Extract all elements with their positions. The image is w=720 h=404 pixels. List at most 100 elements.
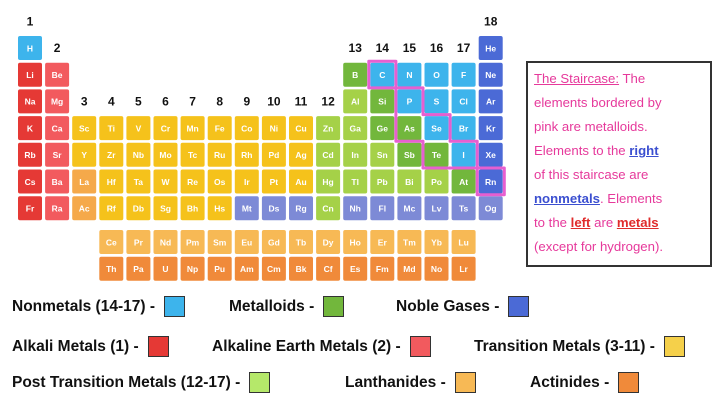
element-symbol: Cn	[322, 203, 333, 213]
element-symbol: Ts	[459, 203, 469, 213]
element-symbol: Pm	[186, 237, 200, 247]
legend-item: Post Transition Metals (12-17) -	[12, 372, 271, 393]
element-cell	[370, 116, 395, 141]
element-cell	[99, 116, 124, 141]
element-cell	[478, 169, 503, 194]
element-symbol: Mt	[242, 203, 252, 213]
element-cell	[45, 169, 70, 194]
element-cell	[424, 116, 449, 141]
element-symbol: Pt	[270, 177, 279, 187]
periodic-table: H He Li Be B C N O F Ne Na Mg Al Si P S Cl Ar K Ca Sc Ti V Cr Mn…	[18, 14, 506, 281]
element-symbol: I	[462, 150, 464, 160]
element-cell	[289, 116, 313, 141]
element-cell	[126, 230, 151, 254]
element-cell	[370, 89, 395, 114]
element-symbol: Hs	[214, 203, 225, 213]
legend-label: Lanthanides -	[345, 373, 446, 391]
element-cell	[343, 256, 368, 281]
note-text: pink are metalloids.	[534, 119, 648, 134]
legend-swatch	[249, 372, 271, 393]
note-line: pink are metalloids.	[534, 119, 648, 135]
group-number: 6	[162, 95, 169, 109]
element-cell	[180, 169, 205, 194]
element-symbol: Si	[378, 97, 386, 107]
element-cell	[289, 256, 313, 281]
element-cell	[451, 230, 476, 254]
element-cell	[72, 142, 97, 167]
element-cell	[316, 142, 341, 167]
element-symbol: Sc	[79, 123, 90, 133]
element-symbol: Nb	[133, 150, 144, 160]
element-symbol: Y	[81, 150, 87, 160]
element-symbol: S	[434, 97, 440, 107]
element-symbol: Nd	[160, 237, 171, 247]
staircase-border	[367, 59, 506, 197]
element-cell	[289, 169, 313, 194]
element-cell	[451, 142, 476, 167]
legend-label: Transition Metals (3-11) -	[474, 337, 655, 355]
element-cell	[153, 196, 178, 221]
element-cell	[234, 196, 259, 221]
element-symbol: Rf	[107, 203, 116, 213]
element-symbol: Hf	[107, 177, 116, 187]
element-symbol: Au	[295, 177, 306, 187]
element-symbol: N	[406, 70, 412, 80]
element-symbol: Po	[431, 177, 442, 187]
element-symbol: Ho	[350, 237, 361, 247]
element-symbol: Mg	[51, 97, 63, 107]
element-cell	[45, 116, 70, 141]
element-symbol: C	[379, 70, 385, 80]
element-cell	[316, 196, 341, 221]
element-cell	[99, 196, 124, 221]
element-symbol: B	[352, 70, 358, 80]
group-number: 8	[216, 95, 223, 109]
element-symbol: Md	[403, 264, 415, 274]
element-cell	[289, 142, 313, 167]
element-symbol: Os	[214, 177, 226, 187]
element-symbol: Pu	[214, 264, 225, 274]
element-symbol: Bk	[296, 264, 307, 274]
element-cell	[207, 230, 232, 254]
element-cell	[370, 230, 395, 254]
note-box: The Staircase: The elements bordered by …	[526, 61, 712, 267]
legend-swatch	[508, 296, 530, 317]
element-cell	[126, 116, 151, 141]
note-line: of this staircase are	[534, 167, 648, 183]
element-cell	[45, 142, 70, 167]
element-symbol: H	[27, 43, 33, 53]
legend-label: Alkali Metals (1) -	[12, 337, 139, 355]
element-cell	[72, 116, 97, 141]
element-symbol: Es	[350, 264, 361, 274]
element-symbol: Fr	[26, 203, 35, 213]
legend-label: Actinides -	[530, 373, 610, 391]
element-symbol: Rn	[485, 177, 496, 187]
element-cell	[45, 89, 70, 114]
element-symbol: Se	[431, 123, 442, 133]
group-number: 4	[108, 95, 115, 109]
note-highlight: left	[570, 215, 591, 230]
element-symbol: Er	[378, 237, 388, 247]
element-cell	[451, 62, 476, 87]
element-cell	[234, 169, 259, 194]
element-cell	[424, 169, 449, 194]
group-number: 11	[295, 95, 308, 109]
element-cell	[261, 256, 286, 281]
element-cell	[370, 169, 395, 194]
element-symbol: Am	[240, 264, 254, 274]
note-text: are	[590, 215, 617, 230]
element-symbol: Al	[351, 97, 360, 107]
element-symbol: Og	[485, 203, 497, 213]
group-number: 15	[403, 41, 417, 55]
element-cell	[18, 169, 42, 194]
element-cell	[153, 116, 178, 141]
element-symbol: Lv	[432, 203, 442, 213]
element-cell	[289, 230, 313, 254]
element-symbol: Fl	[379, 203, 387, 213]
element-cell	[126, 142, 151, 167]
legend-label: Alkaline Earth Metals (2) -	[212, 337, 401, 355]
note-text: elements bordered by	[534, 95, 662, 110]
element-symbol: Rg	[295, 203, 306, 213]
element-cell	[343, 142, 368, 167]
element-cell	[18, 89, 42, 114]
element-cell	[18, 36, 42, 60]
